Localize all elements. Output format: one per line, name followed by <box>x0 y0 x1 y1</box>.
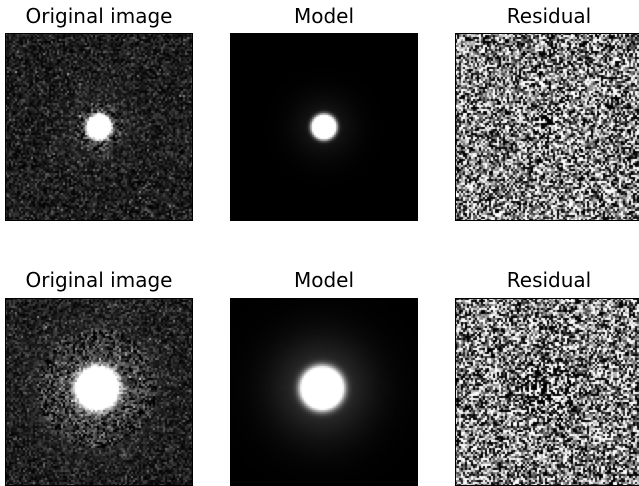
panel-title-residual-row1: Residual <box>506 4 592 28</box>
panel-title-residual-row2: Residual <box>506 268 592 292</box>
original-image-canvas-row1 <box>5 33 193 221</box>
panel-title-model-row2: Model <box>293 268 355 292</box>
residual-panel-row2 <box>455 298 639 486</box>
residual-canvas-row1 <box>455 33 639 221</box>
model-canvas-row2 <box>230 298 418 486</box>
residual-panel-row1 <box>455 33 639 221</box>
original-image-panel-row2 <box>5 298 193 486</box>
model-panel-row2 <box>230 298 418 486</box>
original-image-panel-row1 <box>5 33 193 221</box>
panel-title-original-row1: Original image <box>25 4 173 28</box>
model-panel-row1 <box>230 33 418 221</box>
residual-canvas-row2 <box>455 298 639 486</box>
original-image-canvas-row2 <box>5 298 193 486</box>
model-canvas-row1 <box>230 33 418 221</box>
panel-title-model-row1: Model <box>293 4 355 28</box>
panel-title-original-row2: Original image <box>25 268 173 292</box>
